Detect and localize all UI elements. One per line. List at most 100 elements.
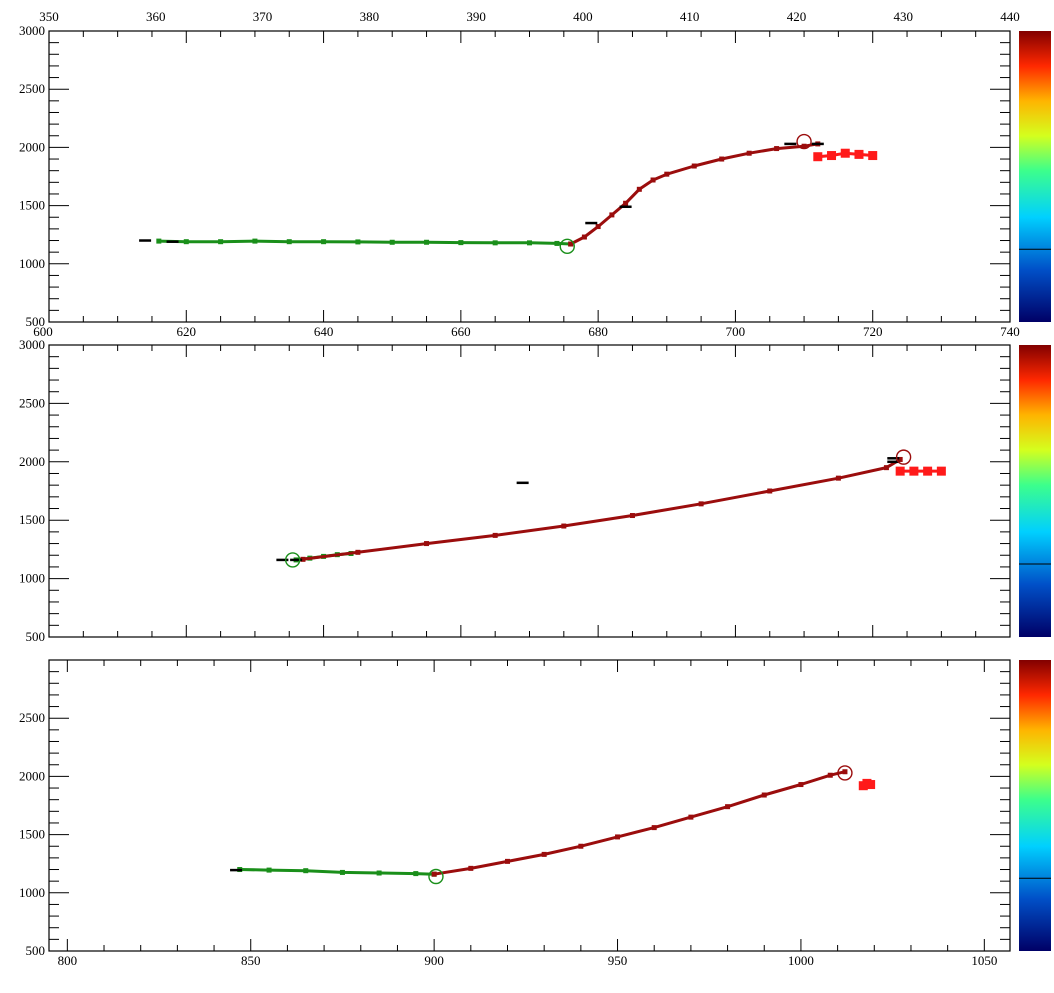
data-point [866,780,876,790]
data-point [218,239,224,245]
x-tick-label: 950 [608,953,628,968]
data-point [615,834,621,840]
series-line [433,770,846,876]
y-tick-label: 1500 [19,512,45,527]
data-point [431,871,437,877]
data-point [854,149,864,159]
data-point [527,240,532,246]
x-tick-label: 1000 [788,953,814,968]
data-point [492,532,498,538]
data-point [339,869,345,875]
data-point [923,466,933,476]
vertex-marker [895,449,912,465]
data-point [458,240,464,246]
y-tick-label: 500 [26,629,46,644]
data-point [650,177,656,183]
data-point [897,456,903,462]
data-point [166,240,179,243]
data-point [578,843,584,849]
series-line [570,142,819,246]
x-tick-label: 600 [33,324,53,339]
data-point [139,239,152,242]
vertex-marker [559,238,575,255]
x-top-tick-label: 420 [787,9,807,24]
data-point [746,150,752,156]
y-tick-label: 2000 [19,139,45,154]
data-point [355,549,361,555]
y-tick-label: 1000 [19,256,45,271]
data-point [909,466,919,476]
x-top-tick-label: 400 [573,9,593,24]
y-tick-label: 2500 [19,395,45,410]
data-point [801,143,807,149]
data-point [619,205,632,209]
data-point [554,240,560,246]
data-point [827,772,833,778]
data-point [230,868,243,872]
colorbar [1019,660,1051,951]
data-point [290,558,303,562]
plot-frame-2 [48,344,1011,638]
data-point [719,156,725,162]
vertex-marker [428,868,444,885]
x-tick-label: 620 [177,324,197,339]
data-point [835,475,841,481]
data-point [691,163,697,169]
y-tick-label: 2500 [19,710,45,725]
x-tick-label: 640 [314,324,334,339]
x-tick-label: 740 [1000,324,1020,339]
data-point [504,858,510,864]
data-point [636,186,642,192]
data-point [595,224,601,230]
y-tick-label: 3000 [19,23,45,38]
series-line [158,239,571,246]
data-point [516,481,529,485]
data-point [303,868,309,874]
data-point [156,238,162,244]
data-point [355,239,361,245]
data-point [424,541,430,547]
data-point [183,239,189,245]
y-tick-label: 1000 [19,885,45,900]
plot-frame-3 [48,659,1011,952]
data-point [811,142,824,146]
data-point [492,240,498,246]
data-point [321,239,327,245]
y-tick-label: 1500 [19,827,45,842]
data-point [840,148,850,158]
x-tick-label: 800 [58,953,78,968]
data-point [252,238,258,244]
data-point [936,466,946,476]
vertex-marker [837,765,853,781]
data-point [581,234,587,240]
y-tick-label: 2000 [19,768,45,783]
y-tick-label: 1500 [19,198,45,213]
x-tick-label: 700 [726,324,746,339]
data-point [842,769,848,775]
vertex-marker [796,133,812,150]
x-tick-label: 660 [451,324,471,339]
data-point [698,501,704,507]
plot-frame-1 [48,30,1011,323]
data-point [761,792,767,798]
data-point [266,867,272,873]
x-top-tick-label: 430 [893,9,913,24]
data-point [887,460,900,464]
data-point [424,239,430,245]
data-point [813,152,823,162]
y-tick-label: 2000 [19,454,45,469]
x-top-tick-label: 360 [146,9,166,24]
colorbar [1019,345,1051,637]
data-point [887,457,900,460]
data-point [541,851,547,857]
data-point [688,814,694,820]
y-tick-label: 3000 [19,337,45,352]
data-point [561,523,567,529]
series-line [302,458,901,561]
data-point [651,825,657,831]
x-tick-label: 850 [241,953,261,968]
data-point [585,221,598,225]
x-top-tick-label: 350 [39,9,59,24]
data-point [468,865,474,871]
